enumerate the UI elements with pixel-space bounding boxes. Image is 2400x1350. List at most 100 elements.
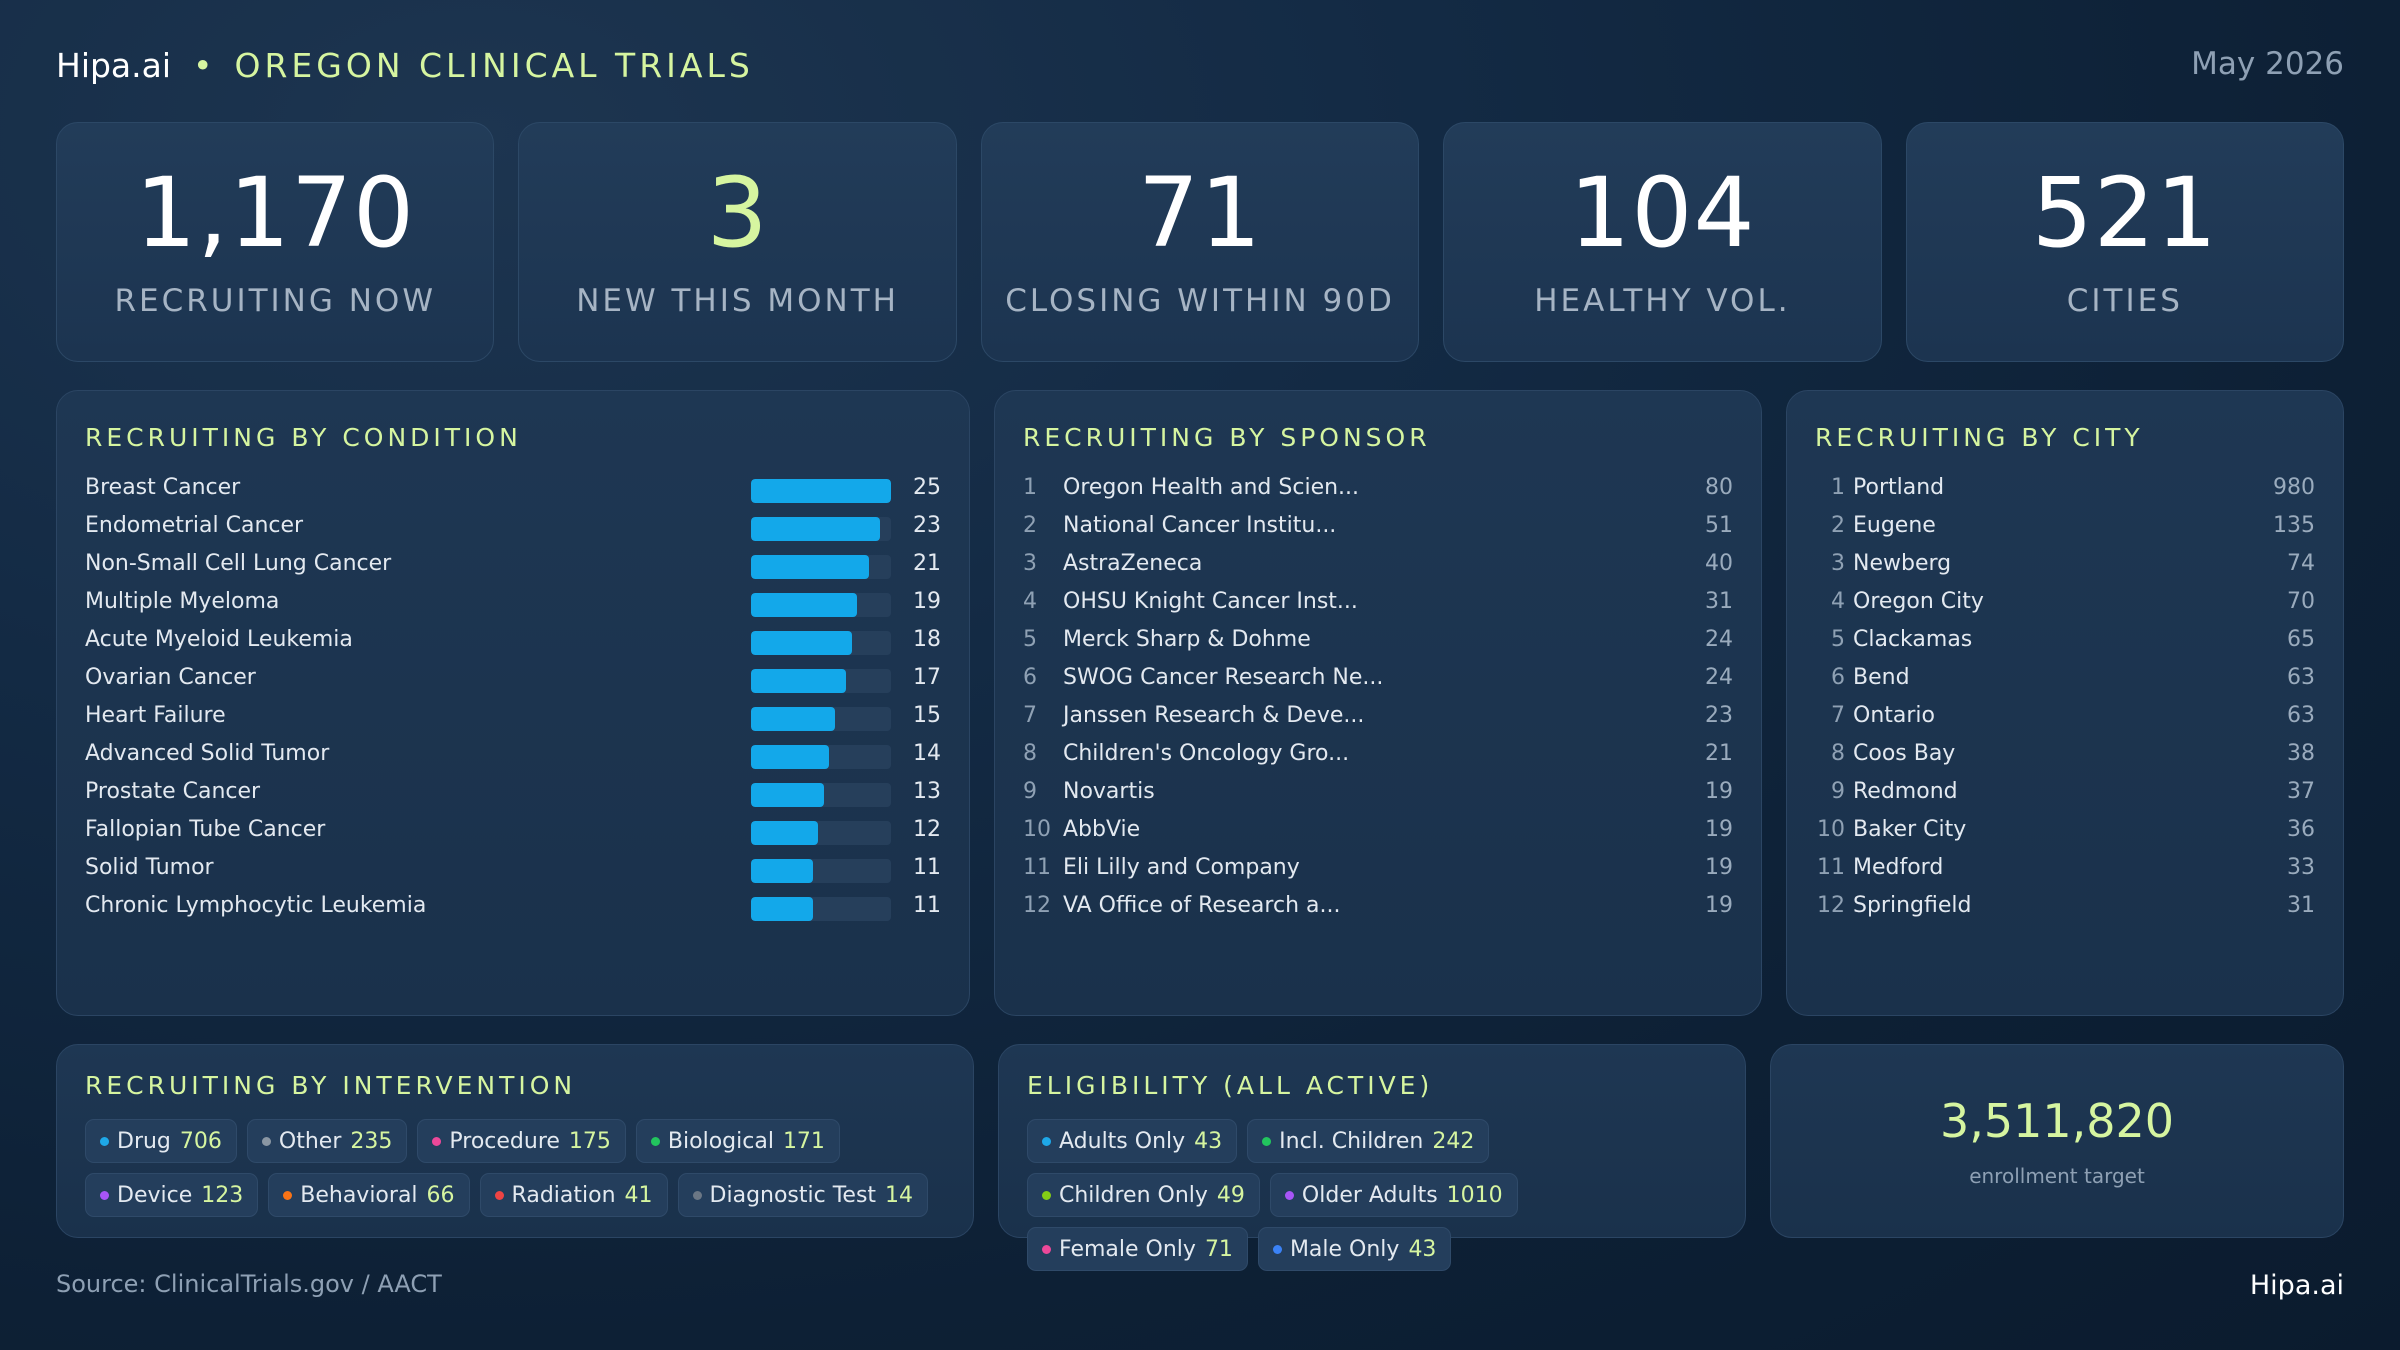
intervention-chip-dot-icon xyxy=(494,1190,504,1200)
intervention-chip[interactable]: Drug 706 xyxy=(85,1119,237,1163)
intervention-chip[interactable]: Device 123 xyxy=(85,1173,259,1217)
condition-bar-track xyxy=(751,593,891,617)
kpi-label: CLOSING WITHIN 90D xyxy=(1005,283,1395,319)
condition-bar-track xyxy=(751,897,891,921)
city-row-count: 63 xyxy=(2287,665,2315,690)
condition-name: Heart Failure xyxy=(85,703,226,728)
eligibility-chip[interactable]: Incl. Children 242 xyxy=(1247,1119,1490,1163)
condition-row: Heart Failure 15 xyxy=(85,699,941,737)
source-note: Source: ClinicalTrials.gov / AACT xyxy=(56,1270,442,1298)
sponsor-row-rank: 8 xyxy=(1023,741,1037,766)
condition-row: Multiple Myeloma 19 xyxy=(85,585,941,623)
city-row-count: 33 xyxy=(2287,855,2315,880)
sponsor-row-count: 19 xyxy=(1705,779,1733,804)
intervention-chip-dot-icon xyxy=(432,1136,442,1146)
condition-row: Prostate Cancer 13 xyxy=(85,775,941,813)
condition-bar-track xyxy=(751,745,891,769)
kpi-closing-within-90d: 71 CLOSING WITHIN 90D xyxy=(980,122,1420,362)
sponsor-row: 10 AbbVie 19 xyxy=(1023,813,1733,851)
kpi-value: 521 xyxy=(2031,157,2218,269)
intervention-chip-value: 66 xyxy=(426,1182,455,1208)
city-row-count: 65 xyxy=(2287,627,2315,652)
condition-row: Fallopian Tube Cancer 12 xyxy=(85,813,941,851)
eligibility-chip-label: Incl. Children xyxy=(1279,1128,1424,1154)
condition-name: Solid Tumor xyxy=(85,855,214,880)
sponsor-row-count: 40 xyxy=(1705,551,1733,576)
sponsor-row-rank: 9 xyxy=(1023,779,1037,804)
city-row-name: Redmond xyxy=(1853,779,1958,804)
condition-name: Chronic Lymphocytic Leukemia xyxy=(85,893,427,918)
intervention-chip-dot-icon xyxy=(100,1136,109,1146)
sponsor-row: 4 OHSU Knight Cancer Inst... 31 xyxy=(1023,585,1733,623)
sponsor-row-rank: 12 xyxy=(1023,893,1051,918)
sponsor-row-rank: 1 xyxy=(1023,475,1037,500)
intervention-chip[interactable]: Other 235 xyxy=(246,1119,408,1163)
eligibility-chip[interactable]: Male Only 43 xyxy=(1257,1227,1452,1271)
sponsor-row-count: 21 xyxy=(1705,741,1733,766)
sponsor-row-name: Eli Lilly and Company xyxy=(1063,855,1300,880)
sponsor-row-rank: 5 xyxy=(1023,627,1037,652)
eligibility-chip-value: 1010 xyxy=(1446,1182,1503,1208)
condition-name: Advanced Solid Tumor xyxy=(85,741,330,766)
intervention-chip-label: Drug xyxy=(117,1128,171,1154)
sponsor-row-count: 80 xyxy=(1705,475,1733,500)
sponsor-row: 3 AstraZeneca 40 xyxy=(1023,547,1733,585)
sponsor-panel: RECRUITING BY SPONSOR 1 Oregon Health and… xyxy=(994,390,1762,1016)
eligibility-chip[interactable]: Older Adults 1010 xyxy=(1269,1173,1518,1217)
city-row-rank: 9 xyxy=(1831,779,1845,804)
city-row: 12 Springfield 31 xyxy=(1815,889,2315,927)
intervention-chip-value: 706 xyxy=(179,1128,222,1154)
condition-count: 11 xyxy=(913,855,941,880)
city-row-rank: 4 xyxy=(1831,589,1845,614)
condition-count: 17 xyxy=(913,665,941,690)
sponsor-row: 5 Merck Sharp & Dohme 24 xyxy=(1023,623,1733,661)
condition-count: 25 xyxy=(913,475,941,500)
sponsor-row: 9 Novartis 19 xyxy=(1023,775,1733,813)
intervention-chip-value: 171 xyxy=(782,1128,825,1154)
city-row-count: 74 xyxy=(2287,551,2315,576)
sponsor-row: 11 Eli Lilly and Company 19 xyxy=(1023,851,1733,889)
brand-separator: • xyxy=(193,46,213,85)
condition-row: Breast Cancer 25 xyxy=(85,471,941,509)
city-row-rank: 1 xyxy=(1831,475,1845,500)
condition-bar-track xyxy=(751,859,891,883)
condition-name: Breast Cancer xyxy=(85,475,241,500)
condition-bar xyxy=(751,821,819,845)
condition-name: Multiple Myeloma xyxy=(85,589,280,614)
city-row-name: Bend xyxy=(1853,665,1910,690)
intervention-chip[interactable]: Biological 171 xyxy=(635,1119,840,1163)
condition-bar-track xyxy=(751,517,891,541)
panel-title: ELIGIBILITY (ALL ACTIVE) xyxy=(1027,1071,1434,1100)
condition-bar xyxy=(751,479,891,503)
city-row: 9 Redmond 37 xyxy=(1815,775,2315,813)
eligibility-chip[interactable]: Female Only 71 xyxy=(1027,1227,1248,1271)
intervention-chip[interactable]: Procedure 175 xyxy=(417,1119,626,1163)
condition-bar xyxy=(751,745,830,769)
eligibility-chip[interactable]: Adults Only 43 xyxy=(1027,1119,1238,1163)
eligibility-chip[interactable]: Children Only 49 xyxy=(1027,1173,1260,1217)
sponsor-row-name: Children's Oncology Gro... xyxy=(1063,741,1350,766)
condition-name: Fallopian Tube Cancer xyxy=(85,817,326,842)
intervention-chip[interactable]: Behavioral 66 xyxy=(268,1173,470,1217)
sponsor-row-name: AbbVie xyxy=(1063,817,1141,842)
city-row-rank: 2 xyxy=(1831,513,1845,538)
sponsor-row-rank: 3 xyxy=(1023,551,1037,576)
city-row-count: 980 xyxy=(2273,475,2315,500)
city-row-count: 36 xyxy=(2287,817,2315,842)
condition-row: Endometrial Cancer 23 xyxy=(85,509,941,547)
intervention-chip-label: Radiation xyxy=(511,1182,616,1208)
intervention-chip-label: Other xyxy=(278,1128,342,1154)
enrollment-target-panel: 3,511,820 enrollment target xyxy=(1770,1044,2344,1238)
condition-count: 19 xyxy=(913,589,941,614)
city-row-count: 135 xyxy=(2273,513,2315,538)
intervention-chip[interactable]: Radiation 41 xyxy=(479,1173,668,1217)
eligibility-chip-label: Male Only xyxy=(1289,1236,1400,1262)
sponsor-row-rank: 11 xyxy=(1023,855,1051,880)
intervention-chip[interactable]: Diagnostic Test 14 xyxy=(677,1173,929,1217)
header: Hipa.ai • OREGON CLINICAL TRIALS May 2026 xyxy=(56,46,2344,102)
intervention-chip-dot-icon xyxy=(650,1136,660,1146)
city-row-name: Springfield xyxy=(1853,893,1972,918)
section-title: OREGON CLINICAL TRIALS xyxy=(234,46,754,85)
city-row: 7 Ontario 63 xyxy=(1815,699,2315,737)
panel-title: RECRUITING BY INTERVENTION xyxy=(85,1071,577,1100)
